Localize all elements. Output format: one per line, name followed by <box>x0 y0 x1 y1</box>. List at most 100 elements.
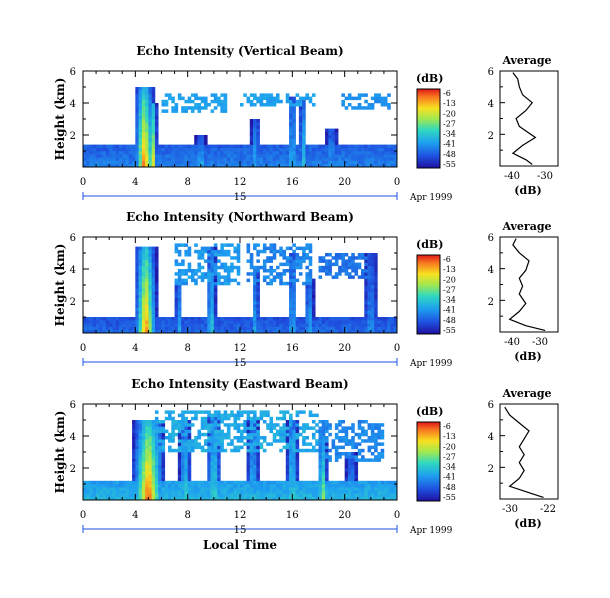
heatmap-cell <box>190 144 195 149</box>
heatmap-cell <box>282 329 287 334</box>
heatmap-cell <box>357 256 362 260</box>
heatmap-cell <box>197 317 202 321</box>
heatmap-cell <box>210 496 215 501</box>
heatmap-cell <box>217 329 221 334</box>
heatmap-cell <box>132 464 136 469</box>
heatmap-cell <box>344 272 349 276</box>
heatmap-cell <box>292 278 296 283</box>
heatmap-cell <box>177 272 182 276</box>
heatmap-cell <box>164 317 169 321</box>
heatmap-cell <box>171 144 175 149</box>
heatmap-cell <box>311 413 316 418</box>
heatmap-cell <box>86 157 90 161</box>
heatmap-cell <box>122 487 126 491</box>
heatmap-cell <box>256 160 260 165</box>
heatmap-cell <box>292 423 296 427</box>
heatmap-cell <box>393 154 398 158</box>
heatmap-cell <box>249 99 254 104</box>
heatmap-cell <box>102 320 107 324</box>
heatmap-cell <box>361 448 365 453</box>
heatmap-cell <box>308 246 313 251</box>
heatmap-cell <box>236 487 241 491</box>
heatmap-cell <box>184 410 188 414</box>
heatmap-cell <box>380 436 385 440</box>
heatmap-cell <box>249 157 254 161</box>
heatmap-cell <box>161 493 166 498</box>
heatmap-cell <box>380 103 385 107</box>
heatmap-cell <box>184 426 188 430</box>
heatmap-cell <box>161 144 166 149</box>
heatmap-cell <box>377 96 381 101</box>
heatmap-cell <box>292 256 296 260</box>
heatmap-cell <box>364 496 368 501</box>
heatmap-cell <box>151 326 156 331</box>
heatmap-cell <box>240 323 244 327</box>
heatmap-cell <box>344 323 349 327</box>
heatmap-cell <box>151 160 156 165</box>
heatmap-cell <box>135 163 139 168</box>
heatmap-cell <box>390 480 395 485</box>
heatmap-cell <box>285 455 290 459</box>
heatmap-cell <box>364 93 368 97</box>
heatmap-cell <box>311 154 316 158</box>
heatmap-cell <box>318 487 323 491</box>
heatmap-cell <box>380 317 385 321</box>
heatmap-cell <box>226 323 231 327</box>
heatmap-cell <box>181 439 185 443</box>
heatmap-cell <box>200 445 205 450</box>
heatmap-cell <box>138 307 143 311</box>
heatmap-cell <box>311 160 316 165</box>
heatmap-cell <box>282 490 287 494</box>
heatmap-cell <box>145 90 149 94</box>
heatmap-cell <box>233 317 238 321</box>
heatmap-cell <box>213 461 218 466</box>
heatmap-cell <box>354 157 359 161</box>
heatmap-cell <box>207 288 211 292</box>
heatmap-cell <box>233 144 238 149</box>
heatmap-cell <box>138 474 143 478</box>
heatmap-cell <box>171 154 175 158</box>
heatmap-cell <box>233 423 238 427</box>
heatmap-cell <box>122 157 126 161</box>
heatmap-cell <box>181 154 185 158</box>
heatmap-cell <box>295 490 300 494</box>
heatmap-cell <box>240 154 244 158</box>
heatmap-cell <box>210 154 215 158</box>
heatmap-cell <box>177 429 182 434</box>
heatmap-cell <box>318 256 323 260</box>
heatmap-cell <box>141 313 146 318</box>
heatmap-cell <box>177 304 182 308</box>
heatmap-cell <box>145 262 149 267</box>
heatmap-cell <box>226 157 231 161</box>
heatmap-cell <box>236 281 241 286</box>
heatmap-cell <box>154 471 159 475</box>
heatmap-cell <box>141 439 146 443</box>
heatmap-cell <box>207 259 211 263</box>
heatmap-cell <box>374 448 378 453</box>
heatmap-cell <box>194 154 198 158</box>
heatmap-cell <box>289 445 293 450</box>
heatmap-cell <box>138 484 143 488</box>
heatmap-cell <box>145 249 149 254</box>
heatmap-cell <box>344 269 349 273</box>
heatmap-cell <box>148 442 152 446</box>
heatmap-cell <box>132 468 136 472</box>
heatmap-cell <box>217 157 221 161</box>
heatmap-cell <box>240 160 244 165</box>
heatmap-cell <box>275 317 280 321</box>
heatmap-cell <box>197 262 202 267</box>
heatmap-cell <box>321 160 326 165</box>
heatmap-cell <box>308 426 313 430</box>
heatmap-cell <box>148 304 152 308</box>
heatmap-cell <box>311 297 316 302</box>
heatmap-cell <box>125 329 130 334</box>
profile-x-label: (dB) <box>514 517 541 530</box>
heatmap-cell <box>174 154 179 158</box>
heatmap-cell <box>187 448 192 453</box>
heatmap-cell <box>194 243 198 247</box>
heatmap-cell <box>145 285 149 289</box>
heatmap-cell <box>298 160 303 165</box>
heatmap-cell <box>168 317 172 321</box>
heatmap-cell <box>311 490 316 494</box>
heatmap-cell <box>138 249 143 254</box>
